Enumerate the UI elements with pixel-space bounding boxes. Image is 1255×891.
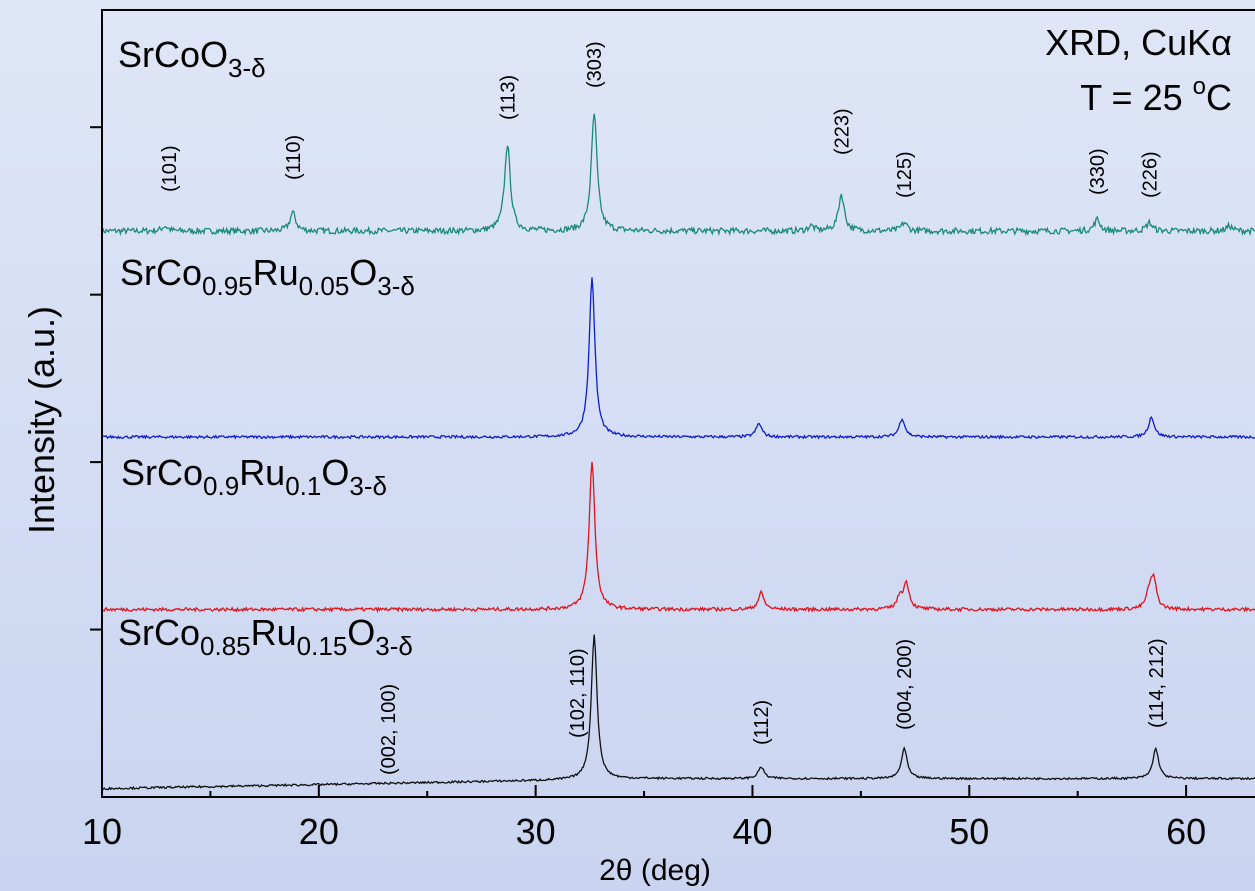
hkl-label: (226) <box>1139 151 1161 198</box>
hkl-label: (125) <box>894 151 916 198</box>
hkl-label: (303) <box>584 41 606 88</box>
series-line-1 <box>101 113 1255 237</box>
plot-frame <box>101 9 1255 798</box>
series-line-3 <box>101 461 1255 614</box>
series-line-4 <box>101 634 1255 791</box>
hkl-label: (114, 212) <box>1146 638 1168 728</box>
series-line-2 <box>101 277 1255 440</box>
hkl-label: (112) <box>751 700 773 745</box>
series-label: SrCo0.9Ru0.1O3-δ <box>121 452 387 501</box>
hkl-label: (101) <box>159 145 181 192</box>
x-axis: 10 20 30 40 50 60 <box>82 785 1206 852</box>
x-axis-label: 2θ (deg) <box>599 854 711 887</box>
hkl-label: (110) <box>283 135 305 180</box>
x-tick-label: 50 <box>949 811 989 852</box>
hkl-labels: (101) (110) (113) (303) (223) (125) (330) (226)… <box>159 41 1168 775</box>
series-label: SrCo0.85Ru0.15O3-δ <box>118 612 413 661</box>
hkl-label: (223) <box>831 108 853 155</box>
x-tick-label: 10 <box>82 811 122 852</box>
x-tick-label: 20 <box>299 811 339 852</box>
y-axis-label: Intensity (a.u.) <box>21 306 62 534</box>
x-tick-label: 30 <box>516 811 556 852</box>
measurement-note: XRD, CuKα T = 25 oC <box>1045 22 1232 118</box>
series-label: SrCo0.95Ru0.05O3-δ <box>120 252 415 301</box>
hkl-label: (102, 110) <box>567 648 589 738</box>
x-tick-label: 60 <box>1166 811 1206 852</box>
traces-layer <box>101 113 1255 791</box>
hkl-label: (113) <box>497 75 519 120</box>
hkl-label: (330) <box>1087 148 1109 195</box>
series-label: SrCoO3-δ <box>118 34 266 83</box>
hkl-label: (004, 200) <box>894 639 916 730</box>
hkl-label: (002, 100) <box>378 684 400 775</box>
series-labels: SrCoO3-δ SrCo0.95Ru0.05O3-δ SrCo0.9Ru0.1O3… <box>118 34 415 661</box>
x-tick-label: 40 <box>732 811 772 852</box>
y-axis <box>90 126 102 631</box>
